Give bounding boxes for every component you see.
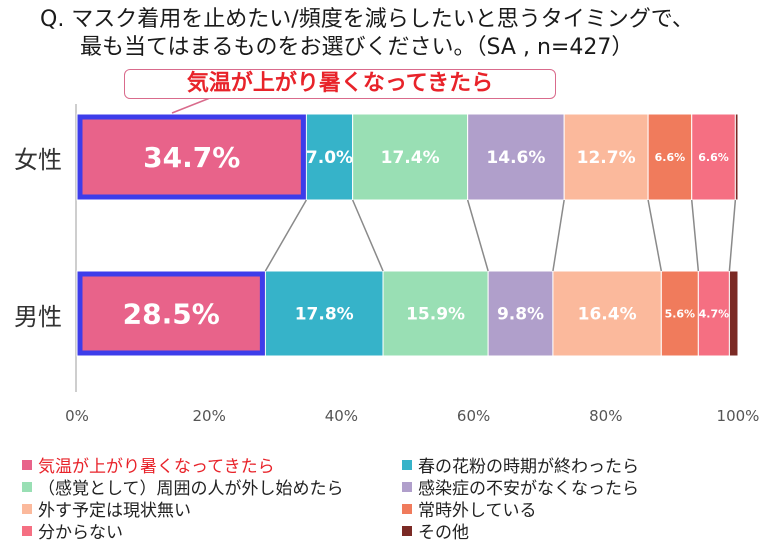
data-label: 9.8% [497, 305, 544, 325]
data-label: 17.4% [381, 148, 440, 168]
legend-swatch [22, 482, 32, 492]
bar-segment [697, 270, 730, 357]
bar-segment [76, 113, 307, 201]
x-tick-label: 60% [457, 407, 490, 425]
x-tick-label: 40% [325, 407, 358, 425]
highlight-border [77, 114, 306, 200]
x-tick-label: 20% [193, 407, 226, 425]
bar-segment [305, 113, 354, 201]
connector-line [690, 199, 700, 272]
bar-segment [728, 270, 739, 357]
data-label: 6.6% [655, 151, 686, 164]
legend-label: その他 [418, 523, 469, 543]
bar-segment [734, 113, 739, 201]
legend-item: （感覚として）周囲の人が外し始めたら [22, 479, 344, 499]
data-label: 34.7% [143, 141, 240, 174]
legend-label: 感染症の不安がなくなったら [418, 479, 639, 499]
legend-swatch [22, 504, 32, 514]
title-line-2: 最も当てはまるものをお選びください。（SA , n=427） [80, 35, 634, 60]
highlight-border [77, 271, 265, 356]
legend-swatch [402, 482, 412, 492]
legend-swatch [22, 460, 32, 470]
category-label-female: 女性 [14, 146, 62, 174]
bar-segment [691, 113, 736, 201]
chart-title: Q. マスク着用を止めたい/頻度を減らしたいと思うタイミングで、 最も当てはまる… [40, 6, 694, 62]
data-label: 15.9% [406, 305, 465, 325]
connector-line [351, 199, 384, 272]
legend-label: 外す予定は現状無い [38, 501, 191, 521]
data-label: 6.6% [698, 151, 729, 164]
data-label: 5.6% [665, 307, 696, 320]
data-label: 14.6% [486, 148, 545, 168]
bar-segment [76, 270, 266, 357]
x-tick-label: 100% [717, 407, 760, 425]
connector-line [728, 199, 737, 272]
data-label: 17.8% [295, 305, 354, 325]
legend-item: 春の花粉の時期が終わったら [402, 457, 639, 477]
legend-swatch [402, 460, 412, 470]
bar-segment [647, 113, 693, 201]
bar-segment [552, 270, 662, 357]
x-tick-label: 0% [65, 407, 89, 425]
bar-segment [264, 270, 384, 357]
legend-label: （感覚として）周囲の人が外し始めたら [38, 479, 344, 499]
connector-line [466, 199, 489, 272]
bar-segment [352, 113, 469, 201]
title-line-1: Q. マスク着用を止めたい/頻度を減らしたいと思うタイミングで、 [40, 7, 694, 32]
legend-item: 常時外している [402, 501, 537, 521]
callout-pointer [171, 97, 211, 114]
bar-segment [660, 270, 699, 357]
legend-swatch [402, 526, 412, 536]
legend-item: 分からない [22, 523, 123, 543]
data-label: 4.7% [699, 307, 730, 320]
data-label: 16.4% [578, 305, 637, 325]
connector-line [552, 199, 565, 272]
data-label: 12.7% [577, 148, 636, 168]
connector-line [264, 199, 308, 272]
data-label: 28.5% [123, 298, 220, 331]
bar-segment [382, 270, 489, 357]
legend-item: 感染症の不安がなくなったら [402, 479, 639, 499]
legend-label: 分からない [38, 523, 123, 543]
legend-label: 春の花粉の時期が終わったら [418, 457, 639, 477]
legend-item: その他 [402, 523, 469, 543]
legend-swatch [22, 526, 32, 536]
legend-label: 常時外している [418, 501, 537, 521]
legend-item: 気温が上がり暑くなってきたら [22, 457, 275, 477]
data-label: 7.0% [306, 148, 353, 168]
category-label-male: 男性 [14, 303, 62, 331]
x-tick-label: 80% [589, 407, 622, 425]
legend-label: 気温が上がり暑くなってきたら [38, 457, 275, 477]
callout-box: 気温が上がり暑くなってきたら [124, 69, 556, 99]
connector-line [647, 199, 663, 272]
legend-swatch [402, 504, 412, 514]
bar-segment [487, 270, 554, 357]
legend-item: 外す予定は現状無い [22, 501, 191, 521]
